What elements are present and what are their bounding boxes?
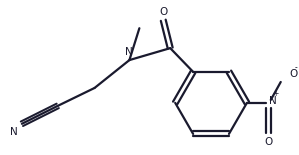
Text: N: N [125,47,132,57]
Text: +: + [273,89,279,98]
Text: -: - [294,64,297,73]
Text: N: N [10,127,18,137]
Text: O: O [290,69,298,79]
Text: O: O [265,137,273,147]
Text: O: O [159,7,167,17]
Text: N: N [269,96,277,106]
